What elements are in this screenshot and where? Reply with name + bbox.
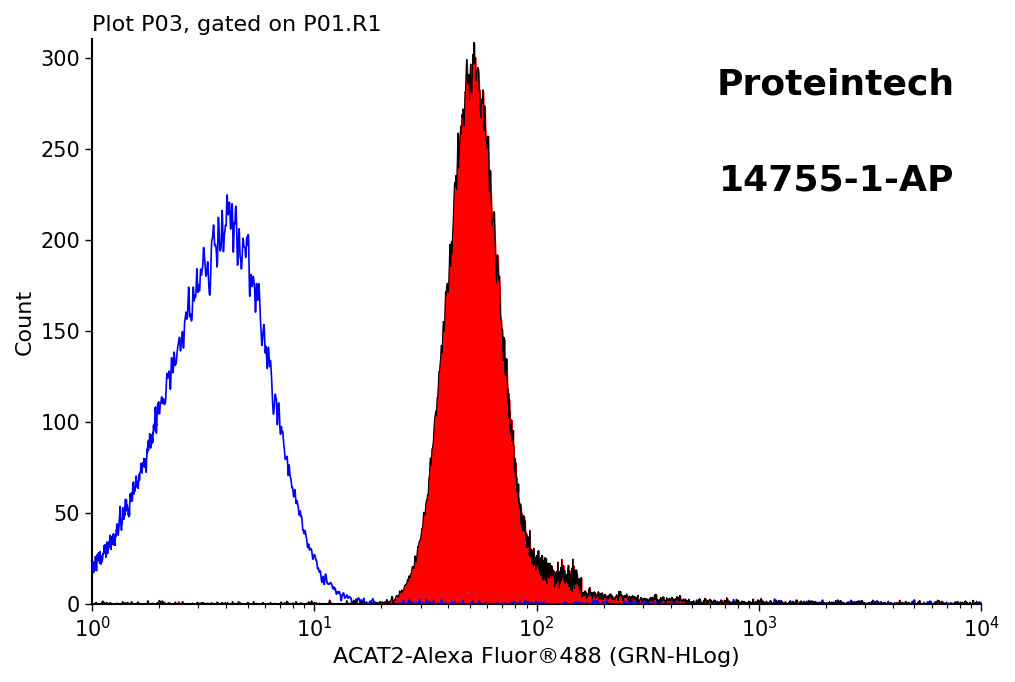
X-axis label: ACAT2-Alexa Fluor®488 (GRN-HLog): ACAT2-Alexa Fluor®488 (GRN-HLog) xyxy=(333,647,740,667)
Text: Proteintech: Proteintech xyxy=(717,68,955,102)
Text: Plot P03, gated on P01.R1: Plot P03, gated on P01.R1 xyxy=(92,15,382,35)
Text: 14755-1-AP: 14755-1-AP xyxy=(720,164,955,198)
Y-axis label: Count: Count xyxy=(15,288,35,355)
